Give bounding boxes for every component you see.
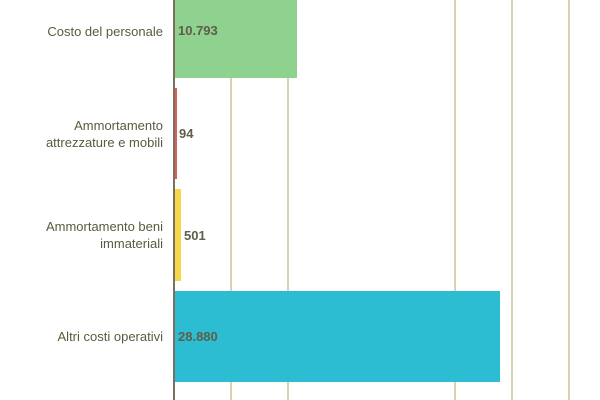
category-label-line: attrezzature e mobili (45, 135, 163, 150)
value-label-altri-costi: 28.880 (178, 329, 218, 344)
bar-ammortamento-attrezzature (175, 88, 177, 179)
gridline-35000 (568, 0, 570, 400)
category-label-costo-personale: Costo del personale (0, 23, 163, 40)
category-label-line: Ammortamento (74, 118, 163, 133)
category-label-line: Altri costi operativi (57, 329, 163, 344)
value-label-ammortamento-attrezzature: 94 (179, 126, 194, 141)
category-label-ammortamento-immateriali: Ammortamento beni immateriali (0, 218, 163, 252)
gridline-25000 (454, 0, 456, 400)
y-axis-line (173, 0, 175, 400)
gridline-10000 (287, 0, 289, 400)
category-label-altri-costi: Altri costi operativi (0, 328, 163, 345)
bar-costo-personale (175, 0, 297, 78)
gridline-5000 (230, 0, 232, 400)
bar-ammortamento-immateriali (175, 189, 181, 281)
bar-altri-costi (175, 291, 500, 382)
value-label-costo-personale: 10.793 (178, 23, 218, 38)
gridline-30000 (511, 0, 513, 400)
value-label-ammortamento-immateriali: 501 (184, 228, 206, 243)
category-label-line: Costo del personale (47, 24, 163, 39)
category-label-line: Ammortamento beni (45, 219, 163, 234)
category-label-line: immateriali (100, 236, 163, 251)
category-label-ammortamento-attrezzature: Ammortamento attrezzature e mobili (0, 117, 163, 151)
